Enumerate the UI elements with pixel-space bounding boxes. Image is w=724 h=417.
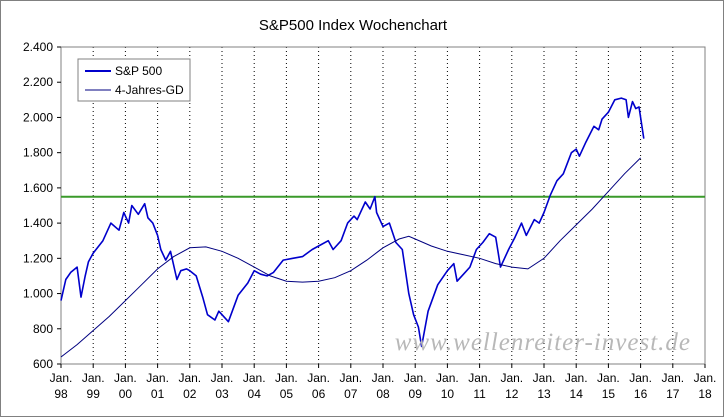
x-tick-month-00: Jan. <box>114 371 137 385</box>
x-tick-month-08: Jan. <box>372 371 395 385</box>
x-tick-year-98: 98 <box>54 387 68 401</box>
x-tick-month-17: Jan. <box>661 371 684 385</box>
x-tick-month-09: Jan. <box>404 371 427 385</box>
x-tick-year-03: 03 <box>215 387 229 401</box>
x-tick-year-02: 02 <box>183 387 197 401</box>
y-tick-label-1800: 1.800 <box>23 146 53 160</box>
legend-box <box>77 58 191 102</box>
x-tick-year-99: 99 <box>87 387 101 401</box>
x-tick-month-15: Jan. <box>597 371 620 385</box>
x-tick-year-18: 18 <box>698 387 712 401</box>
x-tick-year-09: 09 <box>409 387 423 401</box>
y-tick-label-800: 800 <box>33 322 53 336</box>
x-tick-month-05: Jan. <box>275 371 298 385</box>
x-tick-year-08: 08 <box>376 387 390 401</box>
legend-label-sp500: S&P 500 <box>115 64 162 78</box>
x-tick-year-16: 16 <box>634 387 648 401</box>
series-line-sp500 <box>60 97 645 348</box>
x-tick-month-02: Jan. <box>178 371 201 385</box>
watermark: www.wellenreiter-invest.de <box>395 329 691 356</box>
x-tick-year-11: 11 <box>473 387 486 401</box>
x-tick-month-06: Jan. <box>307 371 330 385</box>
x-tick-year-00: 00 <box>119 387 133 401</box>
x-tick-year-05: 05 <box>280 387 294 401</box>
x-tick-month-16: Jan. <box>629 371 652 385</box>
x-tick-month-13: Jan. <box>533 371 556 385</box>
x-tick-month-07: Jan. <box>339 371 362 385</box>
x-tick-year-07: 07 <box>344 387 358 401</box>
x-tick-month-12: Jan. <box>500 371 523 385</box>
x-tick-month-11: Jan. <box>468 371 491 385</box>
x-tick-year-06: 06 <box>312 387 326 401</box>
x-axis: Jan. 98 Jan. 99 Jan. 00 Jan. 01 Jan. 02 Jan. 03 Jan.… <box>50 364 717 401</box>
x-tick-year-12: 12 <box>505 387 519 401</box>
y-tick-label-2200: 2.200 <box>23 75 53 89</box>
x-tick-year-10: 10 <box>441 387 455 401</box>
series-line-4-jahres-gd <box>60 157 641 358</box>
y-tick-label-2000: 2.000 <box>23 110 53 124</box>
chart-title: S&P500 Index Wochenchart <box>259 17 448 34</box>
x-tick-month-03: Jan. <box>211 371 234 385</box>
y-tick-label-1000: 1.000 <box>23 287 53 301</box>
x-tick-month-18: Jan. <box>694 371 717 385</box>
y-tick-label-1600: 1.600 <box>23 181 53 195</box>
y-tick-label-1200: 1.200 <box>23 251 53 265</box>
x-tick-year-04: 04 <box>248 387 262 401</box>
x-tick-month-98: Jan. <box>50 371 73 385</box>
x-tick-month-99: Jan. <box>82 371 105 385</box>
x-tick-month-04: Jan. <box>243 371 266 385</box>
y-tick-label-1400: 1.400 <box>23 216 53 230</box>
x-tick-year-17: 17 <box>666 387 680 401</box>
y-tick-label-600: 600 <box>33 357 53 371</box>
x-tick-year-14: 14 <box>570 387 584 401</box>
y-tick-label-2400: 2.400 <box>23 40 53 54</box>
legend: S&P 500 4-Jahres-GD <box>77 58 191 102</box>
x-tick-month-14: Jan. <box>565 371 588 385</box>
x-tick-year-15: 15 <box>602 387 616 401</box>
x-tick-year-13: 13 <box>537 387 551 401</box>
y-axis: 600 800 1.000 1.200 1.400 1.600 1.800 2.000 2.20… <box>23 40 61 371</box>
x-tick-month-01: Jan. <box>146 371 169 385</box>
legend-label-4-jahres-gd: 4-Jahres-GD <box>115 83 184 97</box>
x-tick-month-10: Jan. <box>436 371 459 385</box>
x-tick-year-01: 01 <box>151 387 165 401</box>
